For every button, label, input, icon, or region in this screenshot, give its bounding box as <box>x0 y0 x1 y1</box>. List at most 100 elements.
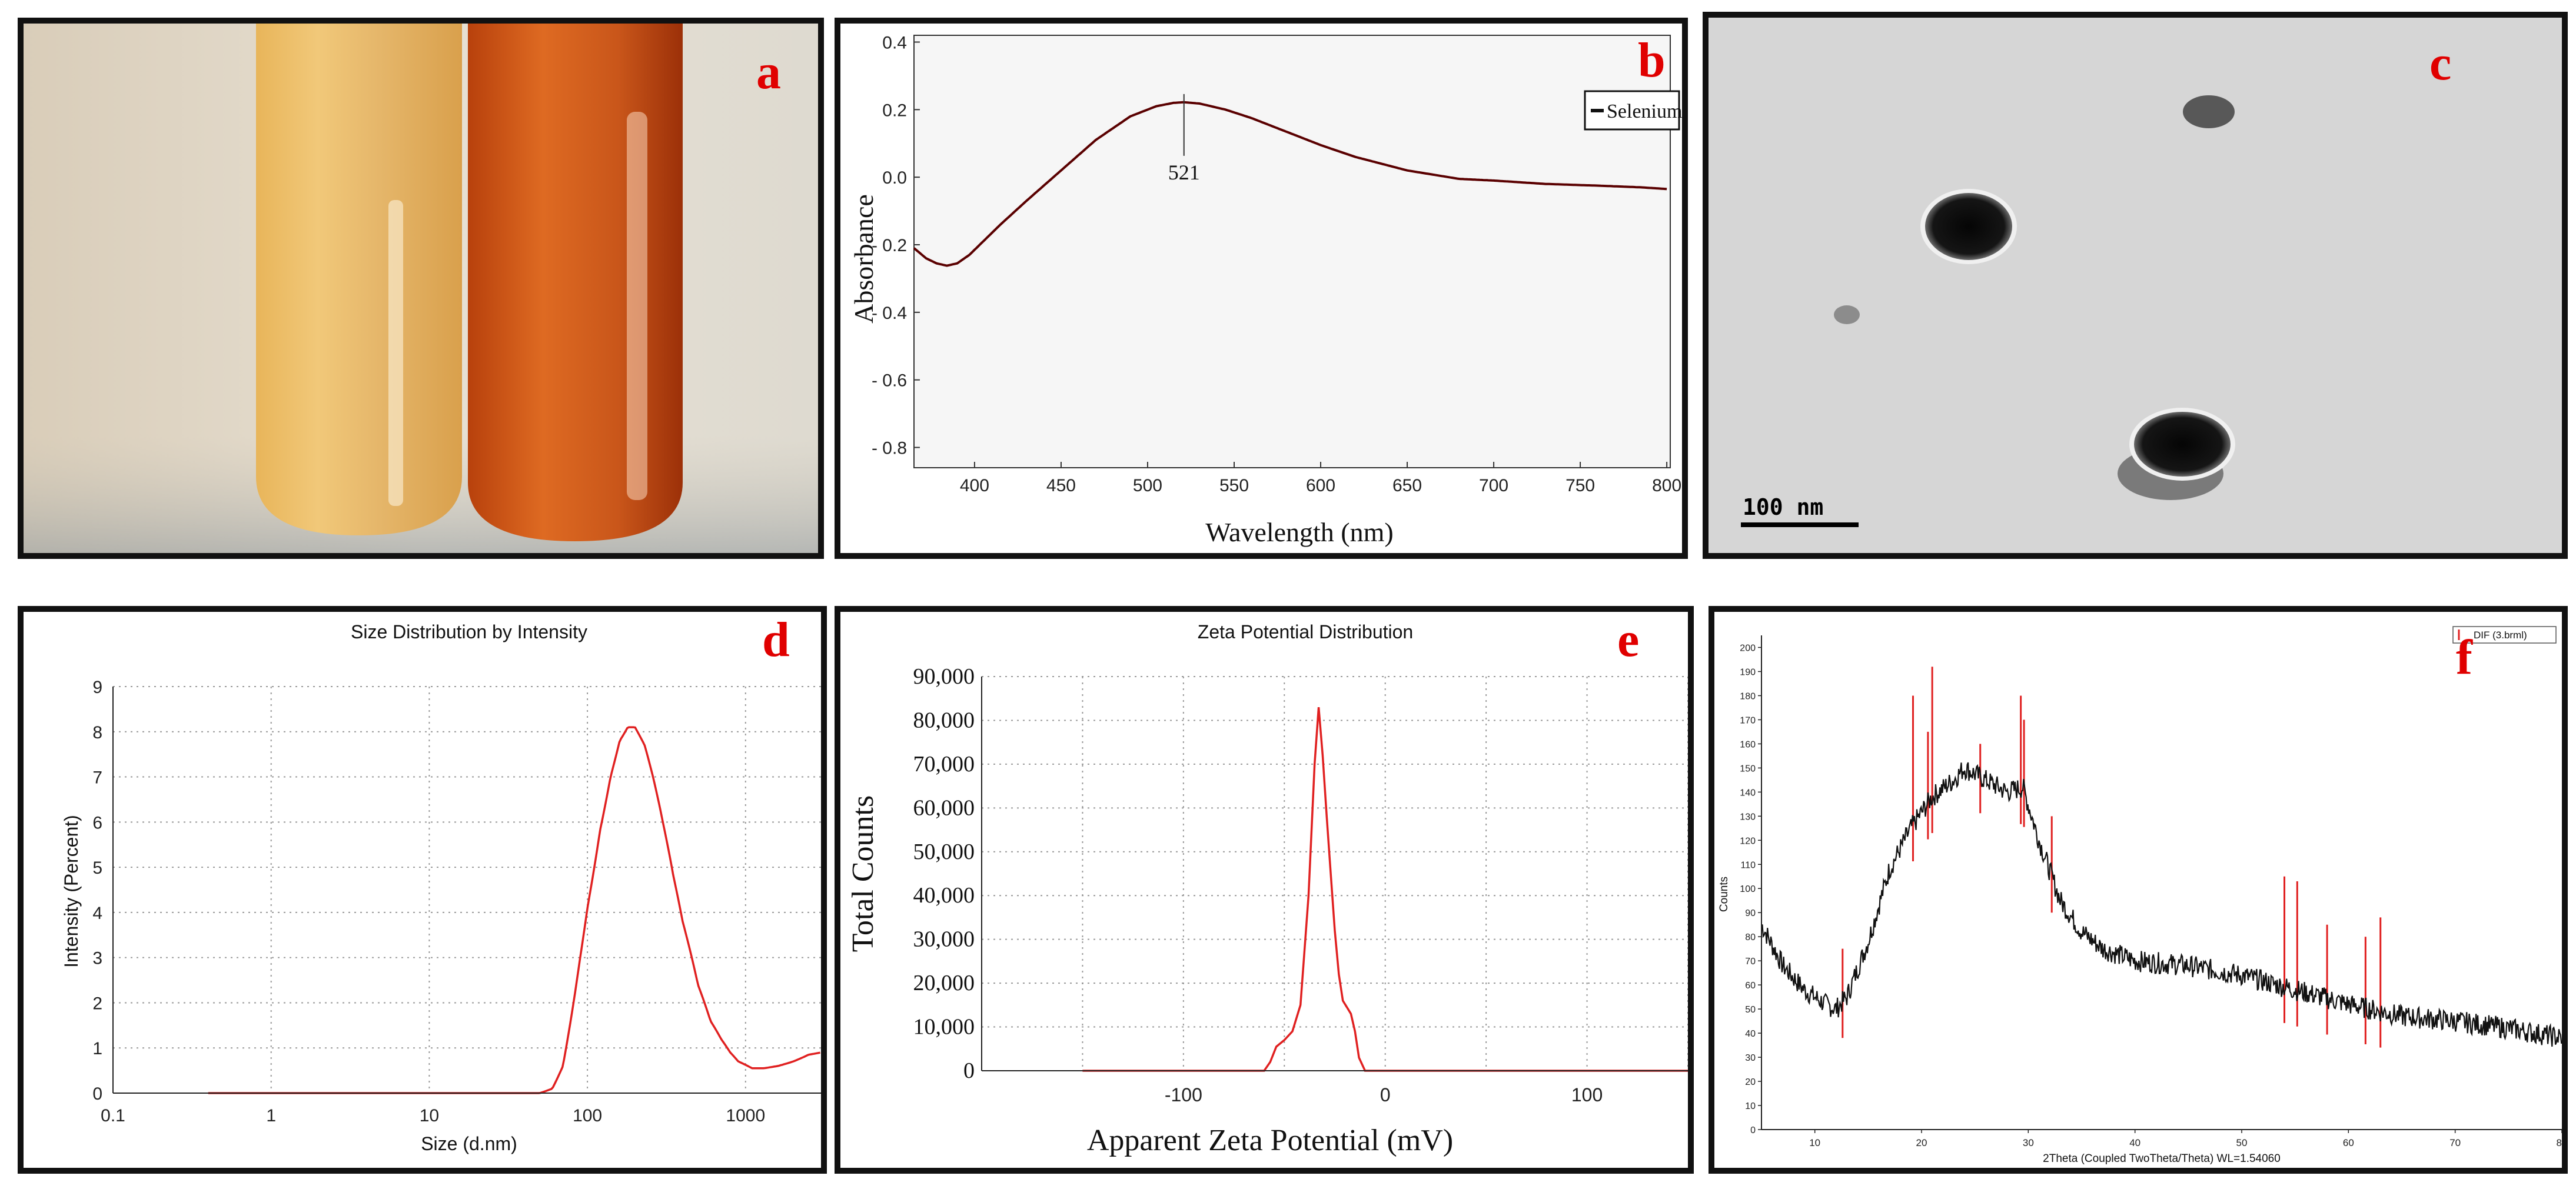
y-tick-label: 9 <box>92 678 102 697</box>
x-tick-label: 600 <box>1306 476 1335 495</box>
panel-f: 0 10 20 30 40 50 60 70 80 90 100 110 120 130 140 150 160… <box>1709 606 2568 1174</box>
y-tick-label: 140 <box>1740 788 1756 798</box>
y-tick-label: 0 <box>92 1084 102 1104</box>
y-tick-label: 70 <box>1745 957 1756 967</box>
y-tick-label: - 0.2 <box>872 236 907 255</box>
y-tick-label: 0.0 <box>882 168 907 188</box>
panel-a: a <box>18 18 824 559</box>
y-tick-label: 190 <box>1740 667 1756 677</box>
size-distribution-chart: Size Distribution by Intensity 0 1 2 3 4 5 6 7 8… <box>24 612 821 1168</box>
chart-title: Size Distribution by Intensity <box>351 621 587 642</box>
y-tick-label: 8 <box>92 723 102 742</box>
panel-letter-e: e <box>1617 612 1639 667</box>
y-tick-label: 110 <box>1740 860 1756 870</box>
x-tick-label: 20 <box>1916 1137 1927 1148</box>
y-tick-label: 60 <box>1745 981 1756 991</box>
x-tick-label: 50 <box>2236 1137 2248 1148</box>
y-tick-label: 130 <box>1740 812 1756 822</box>
y-tick-label: 80,000 <box>913 708 975 732</box>
x-tick-label: 10 <box>420 1106 439 1125</box>
nanoparticle-large <box>1925 193 2012 260</box>
y-tick-label: 1 <box>92 1039 102 1058</box>
x-tick-label: 800 <box>1652 476 1681 495</box>
zeta-potential-chart: Zeta Potential Distribution 0 10,000 20,00… <box>840 612 1688 1168</box>
x-tick-label: 80 <box>2557 1137 2562 1148</box>
panel-letter-f: f <box>2456 630 2473 685</box>
x-tick-label: 450 <box>1046 476 1076 495</box>
x-tick-label: 70 <box>2449 1137 2461 1148</box>
legend: DIF (3.brml) <box>2452 626 2557 644</box>
x-tick-label: 1000 <box>726 1106 765 1125</box>
yellow-tube-reflection <box>388 200 403 506</box>
y-tick-label: 150 <box>1740 764 1756 774</box>
panel-b: 0.4 0.2 0.0 - 0.2 - 0.4 - 0.6 - 0.8 400 450 500 5… <box>835 18 1688 559</box>
y-tick-label: 0.4 <box>882 33 907 52</box>
panel-c: 100 nm c <box>1703 12 2568 559</box>
y-tick-label: 90,000 <box>913 664 975 689</box>
selenium-absorbance-line <box>913 101 1667 267</box>
y-tick-label: 30 <box>1745 1053 1756 1063</box>
panel-letter-d: d <box>762 612 790 667</box>
y-tick-label: - 0.6 <box>872 371 907 391</box>
chart-title: Zeta Potential Distribution <box>1198 621 1413 642</box>
x-tick-label: 100 <box>573 1106 602 1125</box>
y-tick-label: 20 <box>1745 1077 1756 1087</box>
nanoparticle-faint <box>1834 305 1860 324</box>
xrd-chart: 0 10 20 30 40 50 60 70 80 90 100 110 120 130 140 150 160… <box>1714 612 2562 1168</box>
x-axis-title: Apparent Zeta Potential (mV) <box>1087 1124 1453 1157</box>
y-tick-label: 6 <box>92 813 102 832</box>
y-tick-label: 0 <box>963 1058 975 1083</box>
x-tick-label: 400 <box>960 476 989 495</box>
y-tick-label: 160 <box>1740 740 1756 750</box>
y-tick-label: 70,000 <box>913 752 975 777</box>
nanoparticle-lower <box>2134 412 2231 477</box>
legend-label: DIF (3.brml) <box>2474 630 2527 641</box>
legend: Selenium <box>1584 90 1682 131</box>
y-tick-label: 0 <box>1750 1125 1756 1135</box>
y-tick-label: - 0.8 <box>872 439 907 458</box>
y-tick-label: 100 <box>1740 884 1756 894</box>
red-tube-reflection <box>627 112 647 500</box>
peak-label: 521 <box>1168 161 1200 184</box>
x-tick-label: 0.1 <box>101 1106 125 1125</box>
y-tick-label: 180 <box>1740 691 1756 701</box>
panel-letter-a: a <box>756 45 781 99</box>
y-tick-label: 60,000 <box>913 795 975 820</box>
legend-label: Selenium <box>1607 101 1682 122</box>
tem-image: 100 nm c <box>1709 18 2562 553</box>
y-tick-label: 40 <box>1745 1029 1756 1039</box>
scale-bar-label: 100 nm <box>1743 494 1823 520</box>
uv-vis-chart: 0.4 0.2 0.0 - 0.2 - 0.4 - 0.6 - 0.8 400 450 500 5… <box>840 24 1682 553</box>
y-tick-label: 20,000 <box>913 971 975 995</box>
y-tick-label: 10 <box>1745 1101 1756 1111</box>
y-tick-label: 200 <box>1740 643 1756 653</box>
plot-area <box>913 35 1671 468</box>
nanoparticle-small <box>2183 95 2235 128</box>
y-tick-label: 7 <box>92 768 102 788</box>
x-tick-label: -100 <box>1165 1084 1202 1105</box>
x-axis-title: 2Theta (Coupled TwoTheta/Theta) WL=1.540… <box>2043 1153 2281 1165</box>
y-tick-label: 0.2 <box>882 101 907 120</box>
panel-letter-c: c <box>2429 36 2451 91</box>
red-selenium-tube <box>468 24 683 541</box>
y-tick-label: 170 <box>1740 715 1756 725</box>
panel-e: Zeta Potential Distribution 0 10,000 20,00… <box>835 606 1694 1174</box>
x-tick-label: 30 <box>2023 1137 2034 1148</box>
y-tick-label: 80 <box>1745 932 1756 942</box>
y-tick-label: 5 <box>92 858 102 878</box>
x-axis-title: Wavelength (nm) <box>1205 517 1393 547</box>
x-tick-label: 10 <box>1809 1137 1820 1148</box>
y-tick-label: 40,000 <box>913 883 975 908</box>
x-tick-label: 0 <box>1380 1084 1391 1105</box>
y-tick-label: 90 <box>1745 908 1756 918</box>
y-tick-label: 4 <box>92 904 102 923</box>
y-tick-label: 50 <box>1745 1005 1756 1015</box>
x-axis-title: Size (d.nm) <box>421 1133 517 1154</box>
x-tick-label: 100 <box>1571 1084 1603 1105</box>
x-tick-label: 40 <box>2129 1137 2140 1148</box>
x-tick-label: 60 <box>2343 1137 2354 1148</box>
x-tick-label: 1 <box>266 1106 276 1125</box>
yellow-tube <box>256 24 462 535</box>
panel-letter-b: b <box>1638 33 1666 88</box>
y-tick-label: 50,000 <box>913 840 975 864</box>
